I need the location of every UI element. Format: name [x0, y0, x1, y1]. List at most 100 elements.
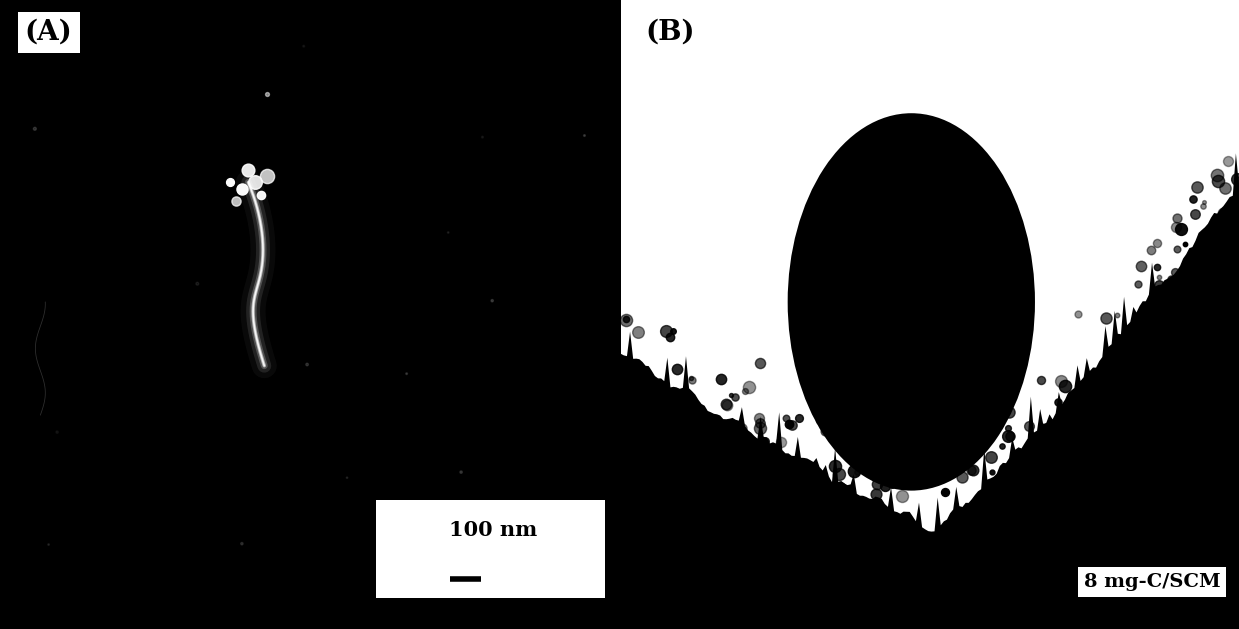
Point	[875, 481, 895, 491]
Point	[1171, 224, 1191, 234]
Point	[238, 165, 258, 175]
Point	[895, 523, 914, 533]
Point	[1193, 201, 1213, 211]
Point	[451, 467, 471, 477]
Point	[1198, 237, 1218, 247]
Point	[616, 314, 636, 324]
Point	[935, 487, 955, 498]
Point	[935, 531, 955, 541]
Point	[779, 419, 799, 429]
Point	[1187, 182, 1207, 192]
Ellipse shape	[788, 113, 1035, 491]
Point	[772, 437, 792, 447]
Point	[1094, 363, 1114, 373]
Point	[722, 426, 742, 436]
Point	[838, 440, 857, 450]
Point	[766, 448, 786, 458]
Point	[663, 326, 683, 336]
Point	[952, 472, 971, 482]
Point	[997, 431, 1017, 442]
Point	[1167, 213, 1187, 223]
Point	[981, 486, 1001, 496]
Point	[1194, 197, 1214, 207]
Point	[764, 450, 784, 460]
Point	[657, 326, 676, 337]
Point	[38, 540, 58, 550]
Point	[870, 472, 890, 482]
Point	[1215, 183, 1235, 193]
Point	[810, 415, 830, 425]
Point	[540, 538, 560, 548]
Point	[750, 418, 769, 428]
Point	[187, 279, 207, 289]
Point	[732, 423, 752, 433]
Text: (A): (A)	[25, 19, 73, 46]
Point	[751, 359, 771, 369]
Point	[47, 427, 67, 437]
Point	[1127, 279, 1147, 289]
Point	[1149, 272, 1168, 282]
Point	[820, 419, 840, 429]
Point	[636, 376, 655, 386]
Point	[736, 429, 756, 439]
Point	[955, 447, 975, 457]
Point	[256, 89, 276, 99]
Point	[664, 387, 684, 398]
Point	[830, 482, 850, 493]
Point	[1147, 238, 1167, 248]
Point	[294, 41, 313, 51]
Point	[225, 196, 245, 206]
Point	[250, 190, 270, 200]
Point	[1213, 208, 1233, 218]
Point	[1166, 267, 1186, 277]
Point	[717, 399, 737, 409]
Text: (B): (B)	[646, 19, 695, 46]
Point	[628, 327, 648, 337]
Point	[735, 386, 755, 396]
Point	[735, 432, 755, 442]
Point	[834, 491, 854, 501]
Point	[981, 452, 1001, 462]
Point	[991, 441, 1011, 451]
Point	[1054, 381, 1074, 391]
Point	[673, 398, 693, 408]
FancyBboxPatch shape	[375, 500, 605, 598]
Point	[670, 398, 690, 408]
Point	[681, 374, 701, 384]
Point	[482, 296, 502, 306]
Point	[1150, 280, 1170, 290]
Point	[616, 315, 636, 325]
Point	[1183, 194, 1203, 204]
Point	[219, 177, 239, 187]
Point	[244, 177, 264, 187]
Point	[1108, 310, 1127, 320]
Point	[737, 450, 757, 460]
Point	[716, 399, 736, 409]
Point	[966, 501, 986, 511]
Point	[1167, 244, 1187, 254]
Point	[1229, 175, 1239, 185]
Point	[849, 504, 869, 514]
Point	[1175, 239, 1194, 249]
Point	[750, 423, 769, 433]
Point	[1000, 431, 1020, 442]
Point	[1026, 436, 1046, 446]
Point	[711, 374, 731, 384]
Point	[1020, 421, 1040, 431]
Point	[681, 373, 701, 383]
Point	[878, 446, 898, 456]
Point	[819, 421, 839, 431]
Point	[1051, 376, 1070, 386]
Point	[882, 478, 902, 488]
Point	[297, 360, 317, 370]
Point	[1131, 262, 1151, 272]
Point	[1068, 309, 1088, 320]
Point	[1208, 176, 1228, 186]
Point	[999, 406, 1018, 416]
Point	[256, 171, 276, 181]
Point	[825, 461, 845, 471]
Point	[1161, 274, 1181, 284]
Point	[963, 465, 983, 475]
Point	[232, 538, 252, 548]
Point	[725, 391, 745, 401]
